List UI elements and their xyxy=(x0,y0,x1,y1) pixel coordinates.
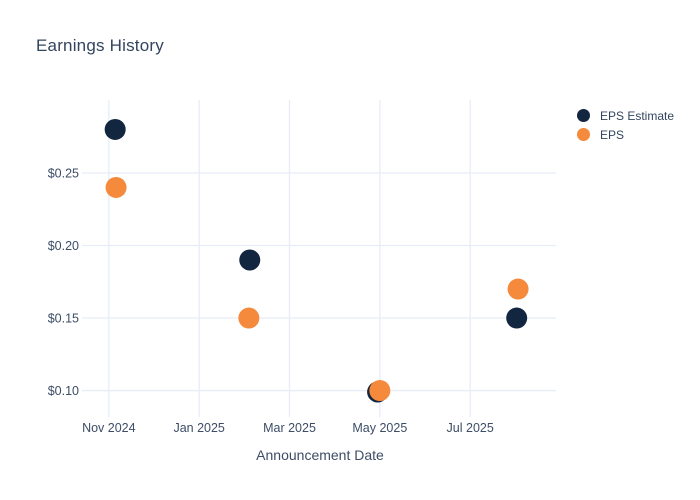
eps-estimate-marker-icon xyxy=(577,109,590,122)
eps-marker-icon xyxy=(577,128,590,141)
y-tick-label: $0.10 xyxy=(48,384,79,398)
eps-point[interactable] xyxy=(507,278,529,300)
x-tick-label: Mar 2025 xyxy=(263,421,316,435)
eps-estimate-point[interactable] xyxy=(104,118,126,140)
eps-point[interactable] xyxy=(238,307,260,329)
eps-estimate-point[interactable] xyxy=(506,307,528,329)
legend-label-eps-estimate: EPS Estimate xyxy=(600,108,675,123)
legend-label-eps: EPS xyxy=(600,127,625,142)
x-axis-title: Announcement Date xyxy=(256,447,384,463)
x-tick-label: Jan 2025 xyxy=(173,421,224,435)
y-tick-label: $0.15 xyxy=(48,312,79,326)
y-tick-label: $0.20 xyxy=(48,239,79,253)
legend-item-eps-estimate[interactable]: EPS Estimate xyxy=(577,106,674,125)
x-tick-label: May 2025 xyxy=(352,421,407,435)
eps-point[interactable] xyxy=(105,176,127,198)
chart-legend: EPS Estimate EPS xyxy=(577,106,674,144)
chart-title: Earnings History xyxy=(36,36,164,55)
x-tick-label: Jul 2025 xyxy=(447,421,494,435)
eps-point[interactable] xyxy=(369,380,391,402)
x-tick-label: Nov 2024 xyxy=(82,421,136,435)
eps-estimate-point[interactable] xyxy=(239,249,261,271)
legend-item-eps[interactable]: EPS xyxy=(577,125,674,144)
y-tick-label: $0.25 xyxy=(48,166,79,180)
